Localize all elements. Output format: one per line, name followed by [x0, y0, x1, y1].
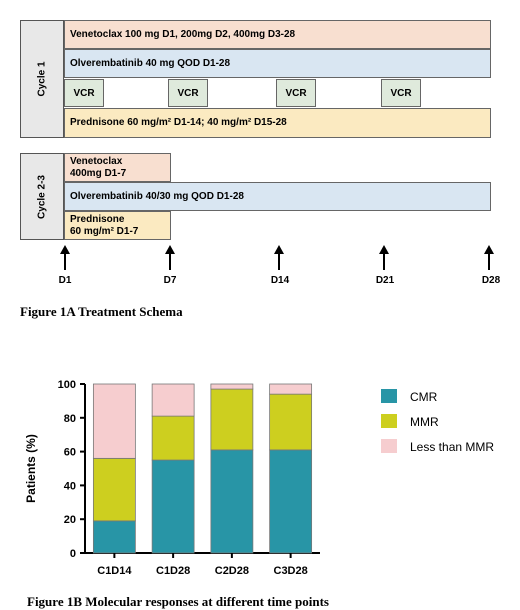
figure-1a-caption: Figure 1A Treatment Schema	[20, 304, 183, 319]
legend-swatch-cmr	[381, 389, 397, 403]
c1-venetoclax-bar: Venetoclax 100 mg D1, 200mg D2, 400mg D3…	[64, 20, 491, 49]
vcr-box-d1: VCR	[64, 79, 104, 107]
y-tick-label: 20	[64, 514, 76, 526]
c1-olverembatinib-text: Olverembatinib 40 mg QOD D1-28	[70, 57, 231, 69]
y-tick-label: 100	[58, 379, 76, 391]
y-axis-label: Patients (%)	[24, 434, 38, 503]
figure-1b-caption: Figure 1B Molecular responses at differe…	[27, 594, 329, 609]
cycle23-label: Cycle 2-3	[36, 174, 48, 219]
c1-venetoclax-text: Venetoclax 100 mg D1, 200mg D2, 400mg D3…	[70, 28, 296, 40]
c23-venetoclax-line2: 400mg D1-7	[70, 167, 127, 179]
day-label-d21: D21	[375, 275, 395, 286]
vcr-label: VCR	[285, 87, 307, 99]
c1-olverembatinib-bar: Olverembatinib 40 mg QOD D1-28	[64, 49, 491, 78]
cycle1-label-box: Cycle 1	[20, 20, 64, 138]
vcr-label: VCR	[390, 87, 412, 99]
bar-segment-c1d28-less-than-mmr	[151, 383, 195, 417]
arrow-d21-icon	[379, 245, 389, 270]
legend-label-cmr: CMR	[410, 390, 438, 404]
legend-label-mmr: MMR	[410, 415, 439, 429]
vcr-box-d15: VCR	[276, 79, 316, 107]
x-tick-label: C1D28	[156, 565, 190, 577]
bar-segment-c1d14-cmr	[92, 520, 136, 554]
c23-prednisone-bar: Prednisone 60 mg/m² D1-7	[64, 211, 171, 240]
bar-segment-c1d14-less-than-mmr	[92, 383, 136, 459]
c1-prednisone-bar: Prednisone 60 mg/m² D1-14; 40 mg/m² D15-…	[64, 108, 491, 138]
y-tick-label: 0	[70, 548, 76, 560]
x-tick-label: C1D14	[97, 565, 132, 577]
x-tick-label: C2D28	[215, 565, 249, 577]
arrow-d28-icon	[484, 245, 494, 270]
bar-segment-c3d28-cmr	[269, 449, 313, 554]
c23-prednisone-line1: Prednisone	[70, 213, 125, 225]
y-tick-label: 80	[64, 413, 76, 425]
bar-segment-c1d14-mmr	[92, 457, 136, 522]
bar-segment-c2d28-cmr	[210, 449, 254, 554]
bar-segment-c1d28-mmr	[151, 415, 195, 461]
arrow-d7-icon	[165, 245, 175, 270]
day-label-d7: D7	[163, 275, 177, 286]
arrow-d1-icon	[60, 245, 70, 270]
c23-venetoclax-bar: Venetoclax 400mg D1-7	[64, 153, 171, 182]
legend-label-less-than-mmr: Less than MMR	[410, 440, 494, 454]
vcr-box-d8: VCR	[168, 79, 208, 107]
c23-olverembatinib-bar: Olverembatinib 40/30 mg QOD D1-28	[64, 182, 491, 211]
c23-prednisone-line2: 60 mg/m² D1-7	[70, 225, 139, 237]
legend-swatch-less-than-mmr	[381, 439, 397, 453]
vcr-box-d22: VCR	[381, 79, 421, 107]
cycle1-label: Cycle 1	[36, 61, 48, 97]
bar-segment-c3d28-mmr	[269, 393, 313, 451]
c1-prednisone-text: Prednisone 60 mg/m² D1-14; 40 mg/m² D15-…	[70, 117, 287, 128]
vcr-label: VCR	[73, 87, 95, 99]
c23-olverembatinib-text: Olverembatinib 40/30 mg QOD D1-28	[70, 190, 244, 202]
bar-segment-c1d28-cmr	[151, 459, 195, 554]
molecular-response-chart: 0 20 40 60 80 100 Patients (%) C1D14 C1D28 C2D28 C…	[24, 379, 494, 577]
day-label-d1: D1	[58, 275, 72, 286]
cycle23-label-box: Cycle 2-3	[20, 153, 64, 240]
arrow-d14-icon	[274, 245, 284, 270]
vcr-label: VCR	[177, 87, 199, 99]
bar-segment-c2d28-less-than-mmr	[210, 383, 254, 390]
bar-segment-c2d28-mmr	[210, 388, 254, 451]
x-tick-label: C3D28	[274, 565, 308, 577]
y-tick-label: 60	[64, 447, 76, 459]
day-arrows	[60, 245, 494, 270]
bar-segment-c3d28-less-than-mmr	[269, 383, 313, 395]
c23-venetoclax-line1: Venetoclax	[70, 155, 123, 167]
day-label-d14: D14	[270, 275, 290, 286]
y-tick-label: 40	[64, 480, 76, 492]
day-label-d28: D28	[481, 275, 501, 286]
legend-swatch-mmr	[381, 414, 397, 428]
